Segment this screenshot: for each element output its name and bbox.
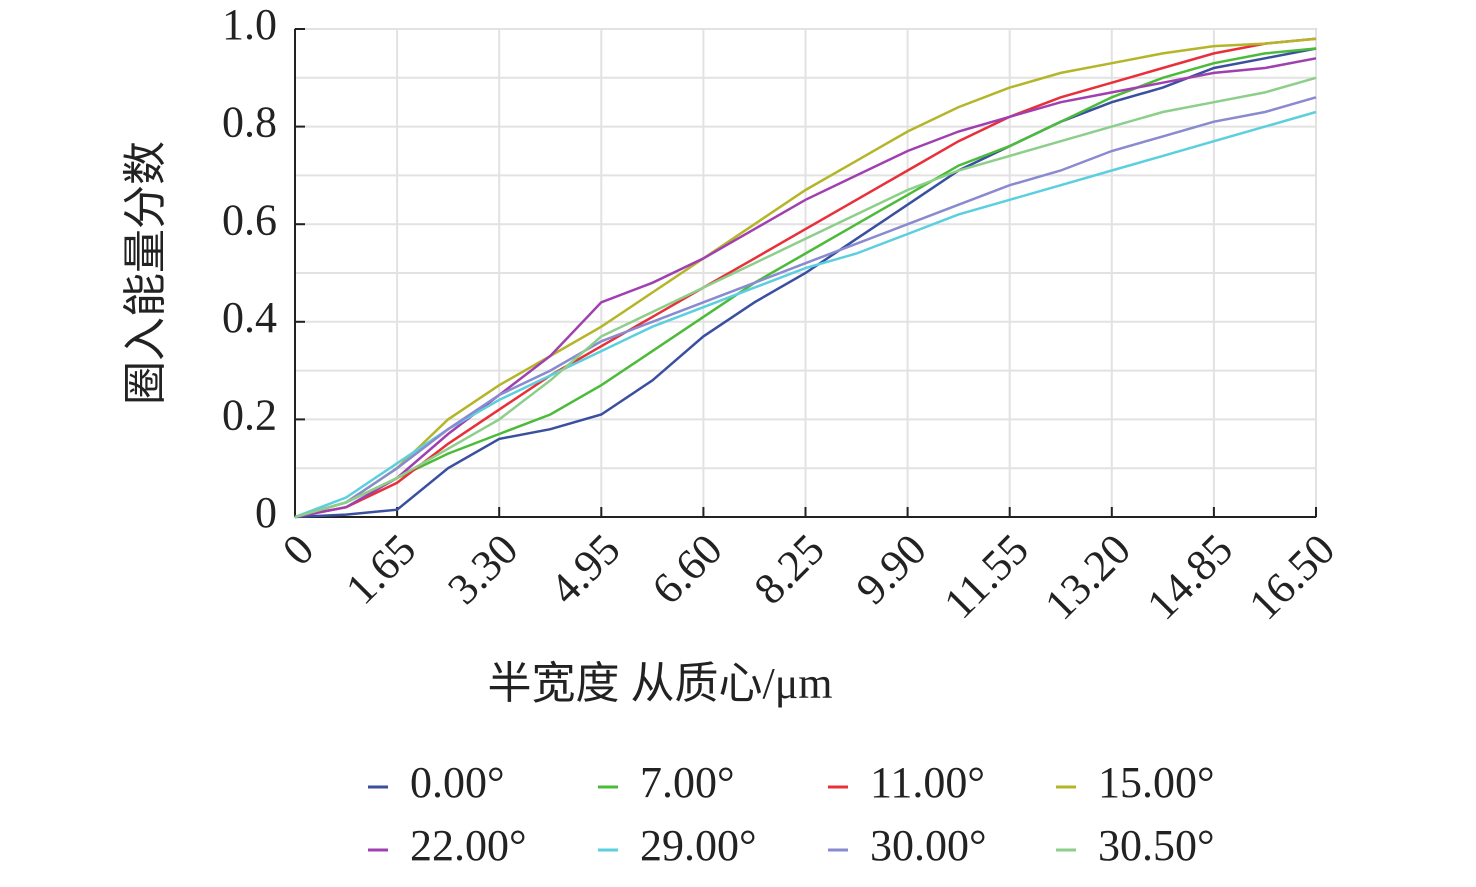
series-line [294, 37, 1317, 519]
y-axis-label: 圈入能量分数 [121, 141, 170, 405]
series-line [294, 96, 1317, 519]
y-tick-label: 0.2 [222, 390, 277, 439]
x-tick-label: 9.90 [847, 525, 936, 614]
legend-label: 30.00° [870, 821, 987, 870]
x-tick-label: 6.60 [643, 525, 732, 614]
legend-label: 7.00° [640, 758, 735, 807]
legend-label: 29.00° [640, 821, 757, 870]
x-axis-label: 半宽度 从质心/μm [487, 659, 832, 708]
x-tick-label: 11.55 [934, 525, 1038, 629]
series-line [294, 110, 1317, 519]
x-tick-label: 8.25 [745, 525, 834, 614]
x-tick-label: 0 [273, 525, 323, 575]
y-tick-label: 0.4 [222, 293, 277, 342]
series-line [294, 47, 1317, 519]
x-tick-label: 1.65 [336, 525, 425, 614]
x-tick-label: 4.95 [540, 525, 629, 614]
x-tick-label: 3.30 [438, 525, 527, 614]
series-line [294, 76, 1317, 519]
legend-label: 11.00° [870, 758, 985, 807]
x-tick-label: 13.20 [1035, 525, 1140, 630]
y-tick-label: 0.8 [222, 98, 277, 147]
y-tick-label: 1.0 [222, 0, 277, 49]
y-tick-label: 0 [255, 488, 277, 537]
series-line [294, 57, 1317, 519]
legend-label: 30.50° [1098, 821, 1215, 870]
x-tick-label: 14.85 [1137, 525, 1242, 630]
y-tick-label: 0.6 [222, 195, 277, 244]
legend-label: 0.00° [410, 758, 505, 807]
series-line [294, 37, 1317, 519]
x-tick-label: 16.50 [1240, 525, 1345, 630]
series-line [294, 47, 1317, 519]
legend-label: 22.00° [410, 821, 527, 870]
legend-label: 15.00° [1098, 758, 1215, 807]
